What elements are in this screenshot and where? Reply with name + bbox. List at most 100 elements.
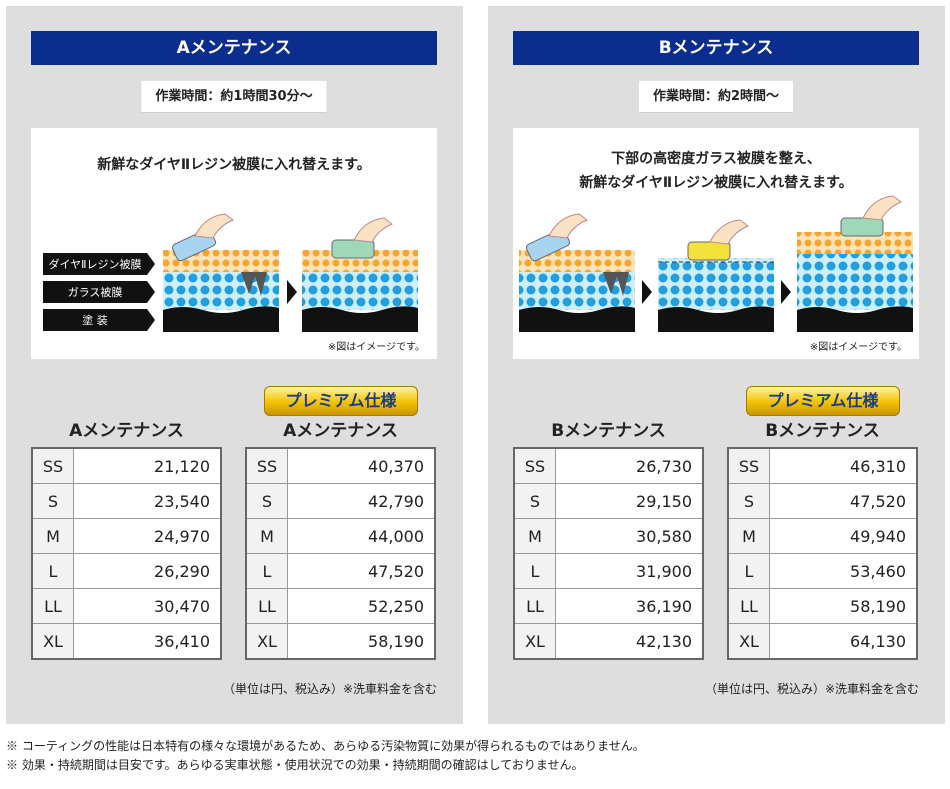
size-cell: XL — [31, 623, 74, 660]
dirt — [603, 272, 629, 296]
resin-layer — [519, 250, 635, 272]
hand — [548, 213, 588, 239]
table-heading: Aメンテナンス — [69, 421, 184, 441]
price-table: SS 40,370 S 42,790 M 44,000 L 47,520 LL 52,250 XL 5… — [245, 447, 436, 660]
size-cell: XL — [245, 623, 288, 660]
size-cell: XL — [513, 623, 556, 660]
hand — [194, 213, 234, 239]
arrow — [287, 280, 297, 304]
description: 新鮮なダイヤⅡレジン被膜に入れ替えます。 — [579, 175, 853, 191]
price-cell: 40,370 — [287, 447, 436, 484]
layer-label-box — [43, 309, 155, 331]
layer-label-box — [43, 281, 155, 303]
size-cell: L — [31, 553, 74, 589]
size-cell: M — [31, 518, 74, 554]
price-cell: 44,000 — [287, 518, 436, 554]
hand — [862, 195, 902, 221]
price-row: L 26,290 — [31, 553, 222, 589]
cloth — [840, 217, 884, 237]
layer-label: 塗 装 — [82, 313, 108, 327]
size-cell: XL — [727, 623, 770, 660]
layer-label: ダイヤⅡレジン被膜 — [48, 257, 141, 271]
premium-badge: プレミアム仕様 — [264, 386, 418, 416]
price-row: LL 58,190 — [727, 588, 918, 624]
price-row: LL 52,250 — [245, 588, 436, 624]
hand — [709, 219, 749, 245]
price-row: M 30,580 — [513, 518, 704, 554]
price-cell: 58,190 — [769, 588, 918, 624]
price-table: SS 21,120 S 23,540 M 24,970 L 26,290 LL 30,470 XL 3… — [31, 447, 222, 660]
size-cell: LL — [513, 588, 556, 624]
table-heading: Bメンテナンス — [551, 421, 666, 441]
price-row: M 44,000 — [245, 518, 436, 554]
hand — [353, 217, 393, 243]
panel-title: Aメンテナンス — [31, 31, 437, 65]
size-cell: M — [727, 518, 770, 554]
price-row: L 31,900 — [513, 553, 704, 589]
description: 新鮮なダイヤⅡレジン被膜に入れ替えます。 — [97, 157, 371, 173]
price-cell: 58,190 — [287, 623, 436, 660]
price-cell: 46,310 — [769, 447, 918, 484]
price-cell: 21,120 — [73, 447, 222, 484]
price-cell: 29,150 — [555, 483, 704, 519]
description: 下部の高密度ガラス被膜を整え、 — [611, 151, 821, 167]
size-cell: LL — [727, 588, 770, 624]
dirt — [241, 272, 267, 296]
cloth — [687, 241, 731, 261]
size-cell: M — [245, 518, 288, 554]
price-cell: 23,540 — [73, 483, 222, 519]
price-cell: 36,410 — [73, 623, 222, 660]
price-row: S 23,540 — [31, 483, 222, 519]
price-cell: 42,790 — [287, 483, 436, 519]
image-note: ※図はイメージです。 — [327, 342, 425, 353]
price-row: M 49,940 — [727, 518, 918, 554]
price-row: L 53,460 — [727, 553, 918, 589]
panel-title: Bメンテナンス — [513, 31, 919, 65]
price-row: SS 21,120 — [31, 447, 222, 484]
cloth — [331, 239, 375, 259]
size-cell: LL — [245, 588, 288, 624]
size-cell: SS — [245, 447, 288, 484]
size-cell: M — [513, 518, 556, 554]
image-note: ※図はイメージです。 — [809, 342, 907, 353]
price-table: SS 26,730 S 29,150 M 30,580 L 31,900 LL 36,190 XL 4… — [513, 447, 704, 660]
size-cell: SS — [513, 447, 556, 484]
price-cell: 30,580 — [555, 518, 704, 554]
price-row: SS 46,310 — [727, 447, 918, 484]
price-cell: 49,940 — [769, 518, 918, 554]
price-row: XL 64,130 — [727, 623, 918, 660]
unit-note: （単位は円、税込み）※洗車料金を含む — [704, 682, 919, 696]
price-cell: 53,460 — [769, 553, 918, 589]
size-cell: L — [245, 553, 288, 589]
paint-layer — [797, 306, 913, 332]
illustration: 下部の高密度ガラス被膜を整え、新鮮なダイヤⅡレジン被膜に入れ替えます。 ※図はイメ… — [513, 128, 919, 359]
size-cell: S — [245, 483, 288, 519]
price-row: SS 40,370 — [245, 447, 436, 484]
paint-layer — [519, 306, 635, 332]
price-row: LL 30,470 — [31, 588, 222, 624]
premium-badge: プレミアム仕様 — [746, 386, 900, 416]
price-row: L 47,520 — [245, 553, 436, 589]
size-cell: SS — [31, 447, 74, 484]
price-cell: 47,520 — [287, 553, 436, 589]
panel: Bメンテナンス 作業時間：約2時間～ 下部の高密度ガラス被膜を整え、 新鮮なダイヤⅡレ… — [488, 6, 945, 724]
price-row: S 42,790 — [245, 483, 436, 519]
paint-layer — [163, 306, 279, 332]
glass-layer — [797, 254, 913, 310]
size-cell: SS — [727, 447, 770, 484]
price-cell: 36,190 — [555, 588, 704, 624]
size-cell: L — [727, 553, 770, 589]
price-table: SS 46,310 S 47,520 M 49,940 L 53,460 LL 58,190 XL 6… — [727, 447, 918, 660]
illustration: ダイヤⅡレジン被膜 ガラス被膜塗 装 新鮮なダイヤⅡレジン被膜に入れ替えます。 ※図は… — [31, 128, 437, 359]
price-cell: 47,520 — [769, 483, 918, 519]
price-row: XL 58,190 — [245, 623, 436, 660]
size-cell: L — [513, 553, 556, 589]
footnote: ※ 効果・持続期間は目安です。あらゆる実車状態・使用状況での効果・持続期間の確認… — [6, 758, 584, 772]
price-cell: 31,900 — [555, 553, 704, 589]
price-cell: 26,290 — [73, 553, 222, 589]
resin-layer — [797, 232, 913, 254]
resin-layer — [302, 250, 418, 272]
price-cell: 24,970 — [73, 518, 222, 554]
price-row: S 29,150 — [513, 483, 704, 519]
